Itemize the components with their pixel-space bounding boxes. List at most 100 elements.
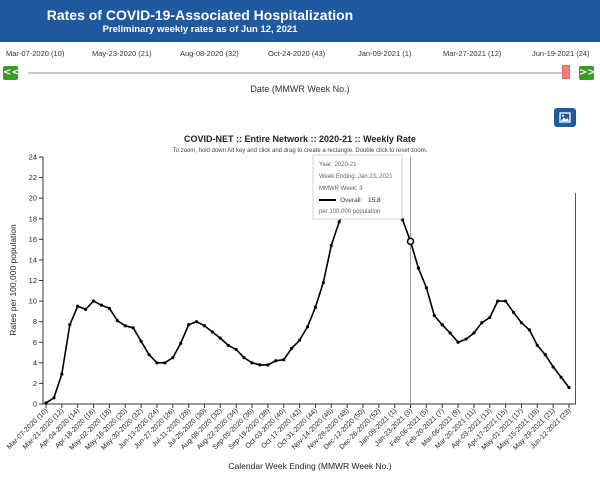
data-point [99, 303, 104, 307]
data-point [504, 299, 508, 303]
timeline-label: Mar-07-2020 (10) [6, 49, 65, 58]
series-line [45, 184, 570, 404]
x-axis-title: Calendar Week Ending (MMWR Week No.) [228, 461, 391, 471]
data-point [163, 361, 167, 365]
data-point [551, 365, 555, 369]
app-header: Rates of COVID-19-Associated Hospitaliza… [0, 0, 600, 42]
data-point [234, 347, 238, 352]
data-point [60, 372, 64, 376]
data-point [282, 358, 286, 362]
timeline-handle[interactable] [562, 65, 570, 79]
tooltip-year: Year: 2020-21 [319, 162, 357, 168]
timeline-axis-title: Date (MMWR Week No.) [250, 84, 350, 94]
y-tick-label: 4 [33, 358, 37, 367]
y-tick-label: 6 [33, 338, 37, 347]
page-title: Rates of COVID-19-Associated Hospitaliza… [46, 7, 354, 23]
tooltip-series-label: Overall: [340, 197, 363, 204]
data-point [52, 396, 56, 400]
image-icon [559, 112, 571, 123]
timeline-label: Mar-27-2021 (12) [443, 49, 502, 58]
timeline-label: Jun-19-2021 (24) [532, 49, 590, 58]
data-point [155, 361, 159, 365]
data-point [464, 337, 468, 341]
data-point [139, 339, 143, 343]
timeline-track[interactable] [28, 72, 570, 74]
data-point [44, 401, 48, 405]
y-tick-label: 2 [33, 379, 37, 388]
data-point [131, 326, 135, 330]
data-point [496, 299, 500, 303]
data-point [297, 338, 302, 342]
data-point [456, 340, 460, 344]
data-point [480, 321, 484, 325]
timeline-forward-button[interactable]: >> [579, 66, 596, 80]
data-point [171, 356, 175, 360]
download-image-button[interactable] [554, 108, 576, 127]
data-point [179, 341, 183, 345]
data-point [329, 243, 333, 248]
data-point [218, 336, 222, 340]
data-point [519, 321, 524, 325]
data-point [76, 304, 80, 308]
data-point [123, 324, 127, 328]
data-point [567, 385, 571, 390]
data-point [226, 343, 230, 347]
data-point [440, 323, 444, 327]
tooltip-mmwr-week: MMWR Week: 3 [319, 186, 363, 192]
data-point [472, 331, 476, 335]
data-point [290, 346, 294, 351]
timeline-label: May-23-2020 (21) [92, 49, 152, 58]
y-tick-label: 8 [33, 317, 37, 326]
data-point [266, 363, 270, 367]
data-point [84, 307, 88, 311]
data-point [305, 325, 310, 329]
chart-tooltip: Year: 2020-21 Week Ending: Jan 23, 2021 … [312, 154, 403, 220]
page-subtitle: Preliminary weekly rates as of Jun 12, 2… [102, 24, 298, 35]
timeline-back-button[interactable]: << [3, 66, 20, 80]
data-point [258, 363, 262, 367]
y-tick-label: 0 [33, 400, 37, 409]
highlight-point [406, 237, 415, 246]
data-point [511, 310, 516, 315]
timeline-label: Aug-08-2020 (32) [180, 49, 239, 58]
data-point [68, 323, 72, 327]
data-point [488, 315, 492, 320]
tooltip-week-ending: Week Ending: Jan 23, 2021 [319, 174, 393, 180]
data-point [274, 359, 278, 363]
tooltip-units: per 100,000 population [319, 209, 380, 215]
data-point [147, 353, 151, 357]
y-axis-title: Rates per 100,000 population [8, 224, 18, 336]
chart-title: COVID-NET :: Entire Network :: 2020-21 :… [184, 134, 416, 144]
data-point [115, 319, 119, 323]
timeline-label: Oct-24-2020 (43) [268, 49, 326, 58]
chart-subtitle: To zoom, hold down Alt key and click and… [173, 148, 428, 154]
data-point [187, 323, 191, 327]
data-point [202, 324, 207, 328]
data-point [416, 266, 421, 270]
data-point [107, 306, 111, 310]
data-point [321, 280, 325, 285]
data-point [448, 331, 452, 335]
data-point [250, 361, 254, 365]
y-tick-label: 16 [29, 235, 37, 244]
data-point [543, 353, 547, 357]
y-tick-label: 10 [29, 297, 37, 306]
y-tick-label: 18 [29, 214, 37, 223]
data-point [424, 286, 428, 290]
data-point [559, 375, 563, 379]
data-point [535, 343, 539, 347]
data-point [91, 299, 96, 303]
y-tick-label: 12 [29, 276, 37, 285]
y-tick-label: 24 [29, 153, 37, 162]
y-tick-label: 14 [29, 255, 37, 264]
data-point [242, 356, 246, 360]
data-point [337, 220, 341, 224]
data-point [210, 330, 215, 334]
data-point [313, 305, 318, 309]
y-tick-label: 22 [29, 173, 37, 182]
data-point [527, 328, 531, 332]
tooltip-series-value: 15.8 [368, 197, 381, 204]
timeline-label: Jan-09-2021 (1) [358, 49, 412, 58]
